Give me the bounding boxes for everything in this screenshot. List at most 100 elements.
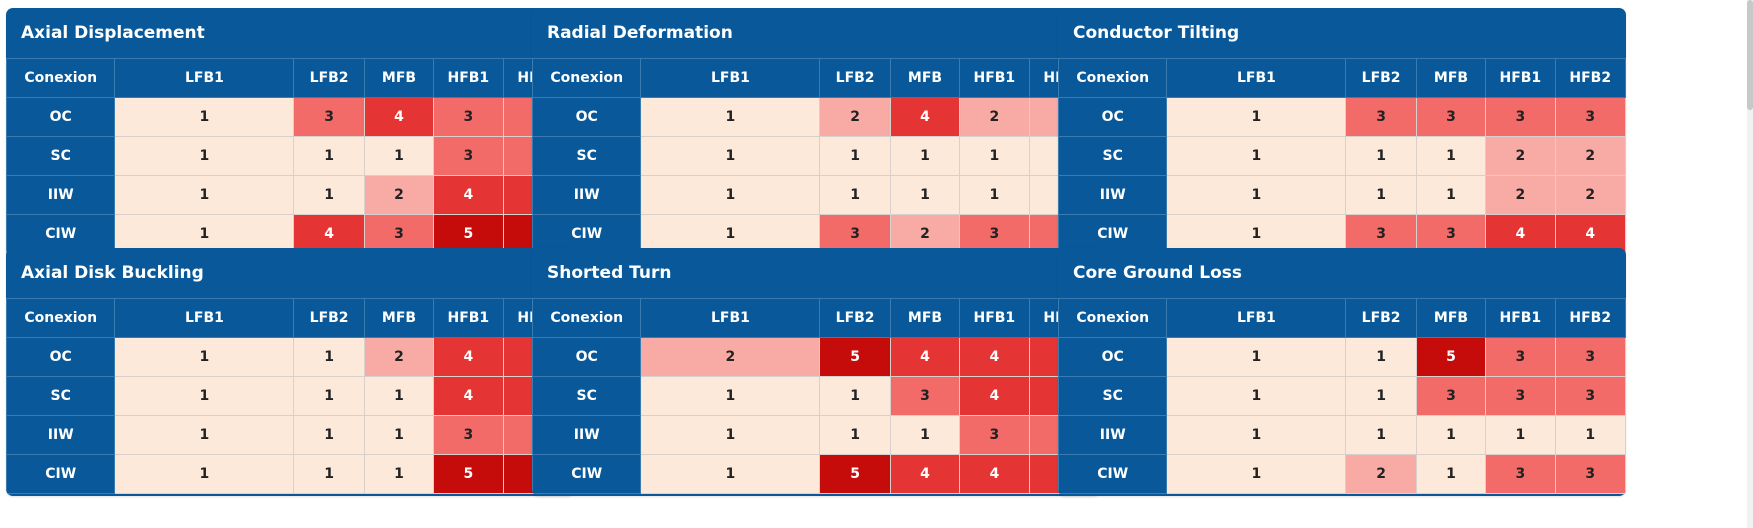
severity-cell: 1	[293, 415, 365, 455]
severity-cell: 1	[114, 415, 295, 455]
severity-table: ConexionLFB1LFB2MFBHFB1HFB2OC11244SC1114…	[6, 298, 574, 494]
severity-cell: 1	[819, 415, 891, 455]
severity-cell: 1	[114, 136, 295, 176]
severity-cell: 3	[1554, 454, 1626, 494]
row-label: SC	[1058, 136, 1168, 176]
panel-3: Axial Disk Buckling Conexion LFB1 LFB2 MFB HF…	[6, 248, 574, 496]
table-row: CIW13233	[532, 214, 1100, 254]
severity-cell: 3	[433, 136, 504, 176]
table-row: OC12422	[532, 97, 1100, 137]
table-row: OC 1 1 5 3 3	[1058, 337, 1626, 377]
severity-cell: 2	[1345, 454, 1417, 494]
severity-cell: 4	[959, 376, 1030, 416]
severity-cell: 1	[889, 175, 961, 215]
severity-cell: 3	[1485, 337, 1556, 377]
severity-cell: 3	[959, 415, 1030, 455]
severity-cell: 1	[363, 136, 435, 176]
severity-cell: 1	[1345, 376, 1417, 416]
row-label: CIW	[532, 214, 642, 254]
column-header: LFB1	[640, 58, 821, 98]
column-header: LFB2	[293, 298, 365, 338]
severity-cell: 1	[293, 175, 365, 215]
severity-cell: 1	[1415, 136, 1487, 176]
severity-cell: 1	[1166, 376, 1347, 416]
severity-cell: 1	[114, 175, 295, 215]
severity-cell: 2	[1554, 175, 1626, 215]
column-header: LFB2	[1345, 58, 1417, 98]
severity-cell: 1	[640, 136, 821, 176]
column-header: Conexion	[532, 298, 642, 338]
table-row: IIW11244	[6, 175, 574, 215]
panel-title: Axial Displacement	[21, 23, 205, 43]
column-header: HFB1	[433, 58, 504, 98]
column-header: Conexion	[6, 298, 116, 338]
severity-cell: 3	[1345, 97, 1417, 137]
panel-title: Axial Disk Buckling	[21, 263, 204, 283]
severity-cell: 4	[889, 454, 961, 494]
panel-4: Shorted Turn ConexionLFB1LFB2MFBHFB1HFB2O…	[532, 248, 1100, 496]
column-header: HFB1	[1485, 58, 1556, 98]
table-row: IIW11133	[6, 415, 574, 455]
severity-cell: 1	[1166, 136, 1347, 176]
severity-cell: 4	[889, 97, 961, 137]
table-row: SC11344	[532, 376, 1100, 416]
severity-cell: 3	[1554, 97, 1626, 137]
severity-cell: 3	[1485, 97, 1556, 137]
severity-cell: 1	[959, 175, 1030, 215]
severity-cell: 1	[1415, 175, 1487, 215]
severity-cell: 1	[363, 415, 435, 455]
column-header: LFB1	[114, 58, 295, 98]
row-label: SC	[6, 136, 116, 176]
severity-cell: 1	[1166, 454, 1347, 494]
column-header: LFB1	[1166, 58, 1347, 98]
column-header: Conexion	[1058, 298, 1168, 338]
severity-cell: 3	[819, 214, 891, 254]
severity-cell: 1	[1485, 415, 1556, 455]
severity-cell: 1	[114, 376, 295, 416]
table-row: SC 1 1 3 3 3	[1058, 376, 1626, 416]
severity-table: ConexionLFB1LFB2MFBHFB1HFB2OC12422SC1111…	[532, 58, 1100, 254]
severity-cell: 3	[293, 97, 365, 137]
column-header: HFB1	[959, 58, 1030, 98]
severity-cell: 3	[1554, 337, 1626, 377]
column-header: MFB	[1415, 298, 1487, 338]
severity-cell: 1	[640, 214, 821, 254]
severity-cell: 1	[1345, 415, 1417, 455]
row-label: IIW	[6, 175, 116, 215]
row-label: OC	[6, 97, 116, 137]
severity-table: Conexion LFB1 LFB2 MFB HFB1 HFB2 OC 1 1 5 3 3 SC 1 1 3 3…	[1058, 298, 1626, 494]
row-label: OC	[532, 97, 642, 137]
panel-title: Radial Deformation	[547, 23, 733, 43]
column-header: MFB	[363, 58, 435, 98]
severity-cell: 2	[1554, 136, 1626, 176]
scrollbar-thumb[interactable]	[1747, 0, 1753, 110]
table-row: CIW11155	[6, 454, 574, 494]
row-label: SC	[6, 376, 116, 416]
column-header: LFB1	[114, 298, 295, 338]
table-row: CIW15444	[532, 454, 1100, 494]
severity-cell: 3	[1415, 214, 1487, 254]
severity-cell: 1	[819, 376, 891, 416]
column-header: LFB2	[819, 58, 891, 98]
row-label: CIW	[6, 214, 116, 254]
column-header: HFB2	[1554, 58, 1626, 98]
severity-cell: 3	[1485, 454, 1556, 494]
panel-0: Axial Displacement Conexion LFB1 LFB2 MFB HFB…	[6, 8, 574, 256]
row-label: OC	[532, 337, 642, 377]
severity-table: ConexionLFB1LFB2MFBHFB1HFB2OC25444SC1134…	[532, 298, 1100, 494]
table-row: CIW 1 2 1 3 3	[1058, 454, 1626, 494]
column-header: HFB1	[433, 298, 504, 338]
column-header: LFB1	[640, 298, 821, 338]
severity-cell: 1	[640, 376, 821, 416]
panel-title: Shorted Turn	[547, 263, 672, 283]
row-label: IIW	[532, 415, 642, 455]
row-label: CIW	[6, 454, 116, 494]
severity-cell: 1	[1554, 415, 1626, 455]
vertical-scrollbar[interactable]	[1747, 0, 1753, 528]
severity-cell: 1	[1166, 337, 1347, 377]
